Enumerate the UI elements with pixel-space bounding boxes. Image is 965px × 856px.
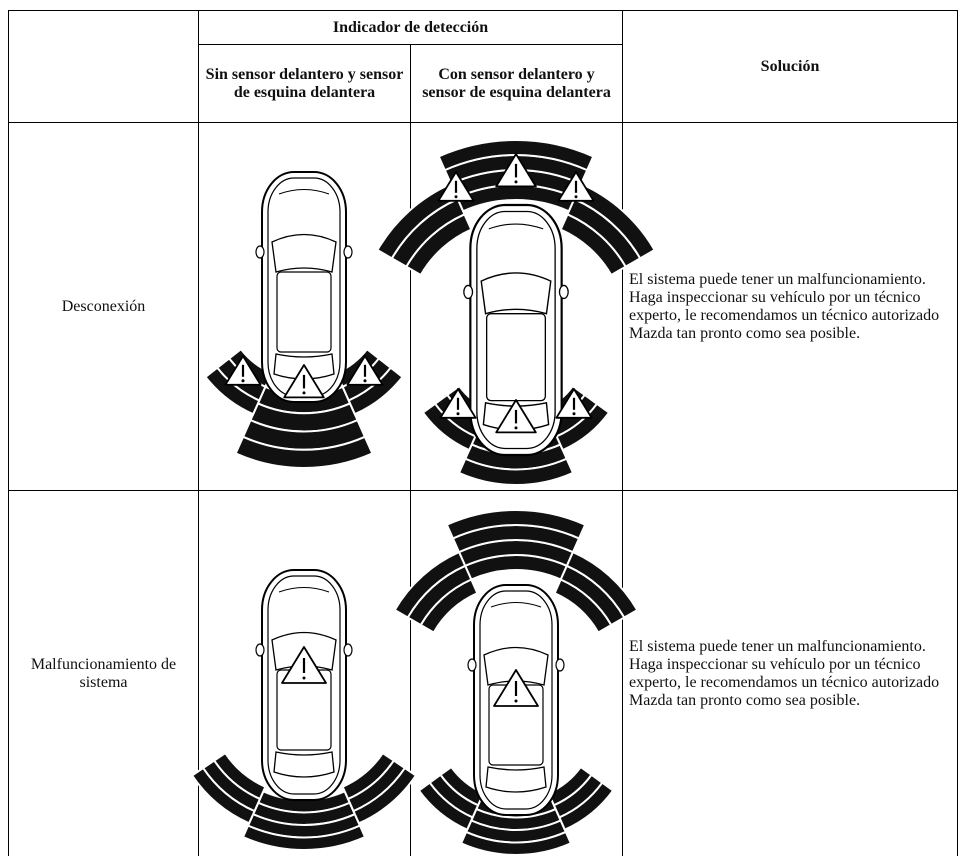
header-row: Indicador de detección Solución [8,10,959,123]
illustration-cell [409,122,624,491]
header-row: Sin sensor delantero y sensor de esquina… [9,44,958,123]
illustration-cell [198,122,411,491]
column-header: Sin sensor delantero y sensor de esquina… [198,44,411,123]
row-label: Malfuncionamiento de sistema [8,490,199,856]
solution-text: El sistema puede tener un malfuncionamie… [622,122,959,491]
row-label: Desconexión [8,122,199,491]
illustration-cell [409,490,624,856]
solution-text: El sistema puede tener un malfuncionamie… [622,490,959,856]
indicator-table: Indicador de detección Solución Sin sens… [8,10,959,856]
group-header: Indicador de detección [197,10,624,45]
solution-header: Solución [622,10,959,123]
illustration-cell [198,490,411,856]
table-row: Malfuncionamiento de sistema El sistema … [8,490,959,856]
column-header: Con sensor delantero y sensor de esquina… [409,44,624,123]
table-row: Desconexión El sistema puede tener un ma… [8,122,959,491]
empty-header [8,10,199,123]
